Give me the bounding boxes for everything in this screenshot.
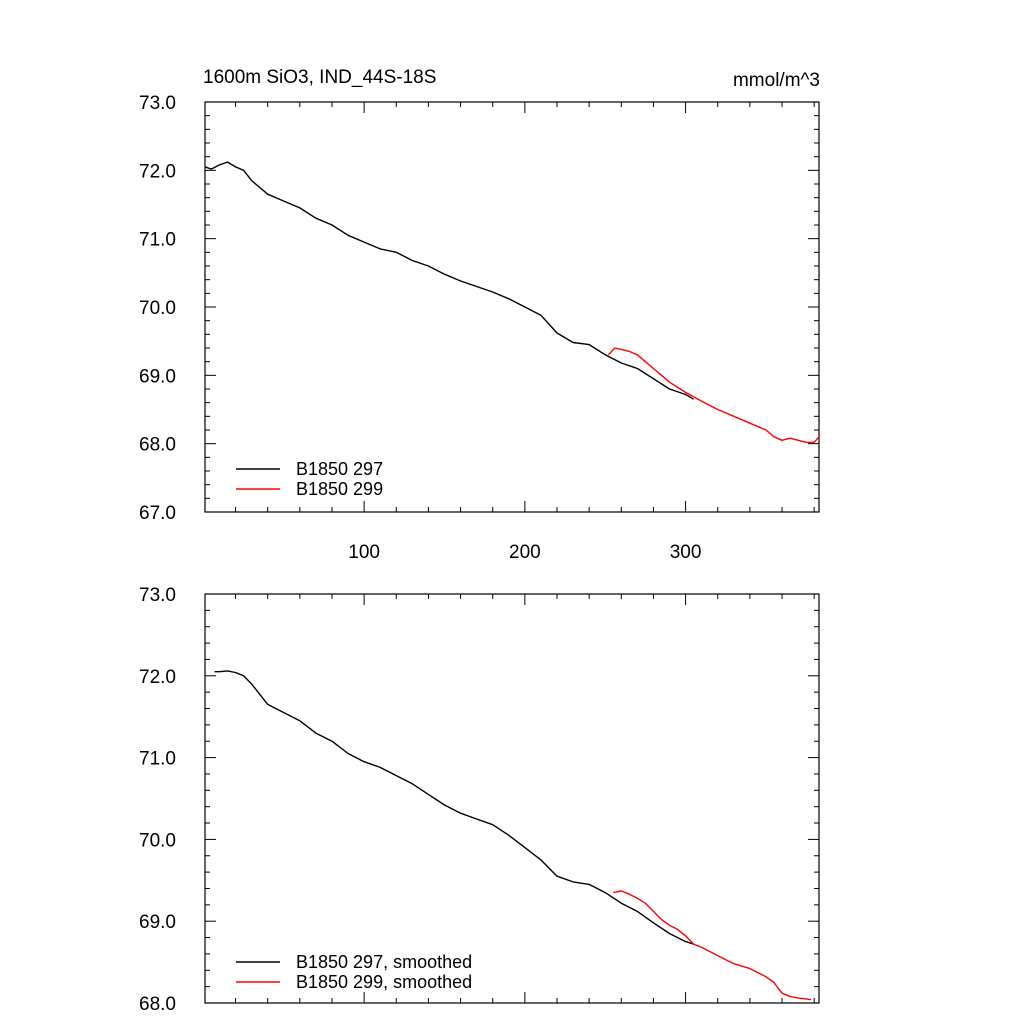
p0-ytick-label: 69.0 [139, 366, 176, 387]
p1-ytick-label: 68.0 [139, 994, 176, 1015]
p1-legend-label-2: B1850 299, smoothed [296, 972, 472, 992]
p1-ytick-label: 70.0 [139, 830, 176, 851]
p1-ytick-label: 73.0 [139, 585, 176, 606]
p1-series-line-1 [214, 670, 694, 945]
top-panel-title: 1600m SiO3, IND_44S-18S [203, 67, 436, 88]
top-panel: 1600m SiO3, IND_44S-18S mmol/m^3 67.0 68.… [139, 67, 820, 563]
p1-ytick-label: 71.0 [139, 749, 176, 770]
p0-legend-label-1: B1850 297 [296, 459, 383, 479]
p0-ytick-label: 68.0 [139, 435, 176, 456]
p0-xtick-label: 200 [509, 542, 541, 563]
p1-series-line-2 [613, 890, 812, 1001]
p1-plot-frame [204, 593, 820, 1004]
p0-series-line-2 [607, 347, 820, 443]
bottom-panel: 68.0 69.0 70.0 71.0 72.0 73.0 B1850 297, smoot… [139, 585, 820, 1015]
p0-ytick-label: 73.0 [139, 93, 176, 114]
p0-xtick-label: 100 [348, 542, 380, 563]
units-label: mmol/m^3 [733, 70, 820, 91]
p0-series-line-1 [204, 161, 694, 400]
p0-ytick-label: 72.0 [139, 161, 176, 182]
p0-plot-frame [204, 101, 820, 513]
p1-ytick-label: 72.0 [139, 667, 176, 688]
p0-legend-label-2: B1850 299 [296, 479, 383, 499]
p0-ytick-label: 71.0 [139, 230, 176, 251]
p0-ytick-label: 70.0 [139, 298, 176, 319]
p0-xtick-label: 300 [670, 542, 702, 563]
p1-legend-label-1: B1850 297, smoothed [296, 952, 472, 972]
p0-ytick-label: 67.0 [139, 503, 176, 524]
p1-ytick-label: 69.0 [139, 912, 176, 933]
